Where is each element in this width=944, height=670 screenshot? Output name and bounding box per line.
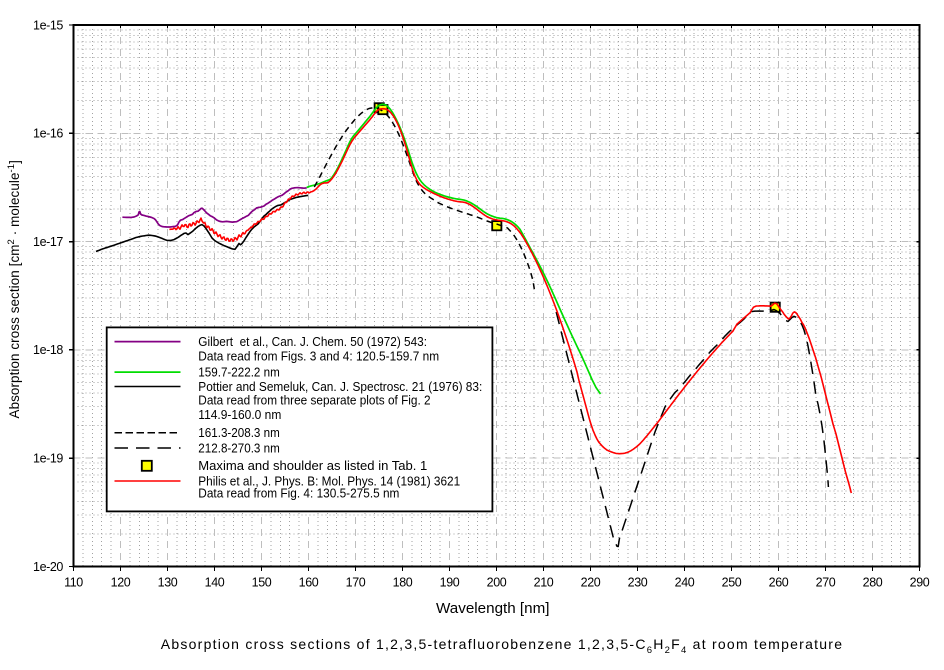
svg-text:250: 250 bbox=[722, 576, 742, 590]
svg-text:130: 130 bbox=[158, 576, 178, 590]
svg-text:110: 110 bbox=[64, 576, 83, 590]
svg-text:180: 180 bbox=[393, 576, 413, 590]
svg-text:Maxima and shoulder as listed: Maxima and shoulder as listed in Tab. 1 bbox=[198, 459, 427, 473]
svg-text:Data read from Fig. 4: 130.5-2: Data read from Fig. 4: 130.5-275.5 nm bbox=[198, 487, 399, 501]
svg-text:240: 240 bbox=[675, 576, 695, 590]
svg-text:1e-15: 1e-15 bbox=[33, 18, 63, 32]
svg-text:1e-18: 1e-18 bbox=[33, 343, 63, 357]
svg-text:159.7-222.2 nm: 159.7-222.2 nm bbox=[198, 365, 279, 379]
svg-text:114.9-160.0 nm: 114.9-160.0 nm bbox=[198, 408, 281, 422]
svg-text:290: 290 bbox=[910, 576, 930, 590]
svg-text:150: 150 bbox=[252, 576, 272, 590]
svg-text:212.8-270.3 nm: 212.8-270.3 nm bbox=[198, 441, 279, 455]
svg-text:Gilbert et al., Can. J. Chem.: Gilbert et al., Can. J. Chem. 50 (1972) … bbox=[198, 335, 427, 349]
svg-text:1e-19: 1e-19 bbox=[33, 452, 63, 466]
svg-text:210: 210 bbox=[534, 576, 554, 590]
svg-text:Data read from three separate: Data read from three separate plots of F… bbox=[198, 393, 430, 407]
svg-text:270: 270 bbox=[816, 576, 836, 590]
svg-text:260: 260 bbox=[769, 576, 789, 590]
svg-text:Philis et al., J. Phys. B: Mol: Philis et al., J. Phys. B: Mol. Phys. 14… bbox=[198, 474, 460, 488]
svg-text:200: 200 bbox=[487, 576, 507, 590]
svg-text:Data read from Figs. 3 and 4:: Data read from Figs. 3 and 4: 120.5-159.… bbox=[198, 349, 439, 363]
svg-text:190: 190 bbox=[440, 576, 460, 590]
svg-text:280: 280 bbox=[863, 576, 883, 590]
svg-text:120: 120 bbox=[111, 576, 131, 590]
svg-text:140: 140 bbox=[205, 576, 225, 590]
svg-text:1e-17: 1e-17 bbox=[33, 235, 63, 249]
svg-text:161.3-208.3 nm: 161.3-208.3 nm bbox=[198, 426, 279, 440]
svg-text:1e-16: 1e-16 bbox=[33, 127, 63, 141]
svg-text:230: 230 bbox=[628, 576, 648, 590]
svg-text:Wavelength [nm]: Wavelength [nm] bbox=[436, 600, 550, 617]
svg-text:160: 160 bbox=[299, 576, 319, 590]
svg-text:1e-20: 1e-20 bbox=[33, 560, 63, 574]
svg-text:Pottier and Semeluk, Can. J. S: Pottier and Semeluk, Can. J. Spectrosc. … bbox=[198, 380, 482, 394]
svg-text:170: 170 bbox=[346, 576, 366, 590]
svg-text:220: 220 bbox=[581, 576, 601, 590]
